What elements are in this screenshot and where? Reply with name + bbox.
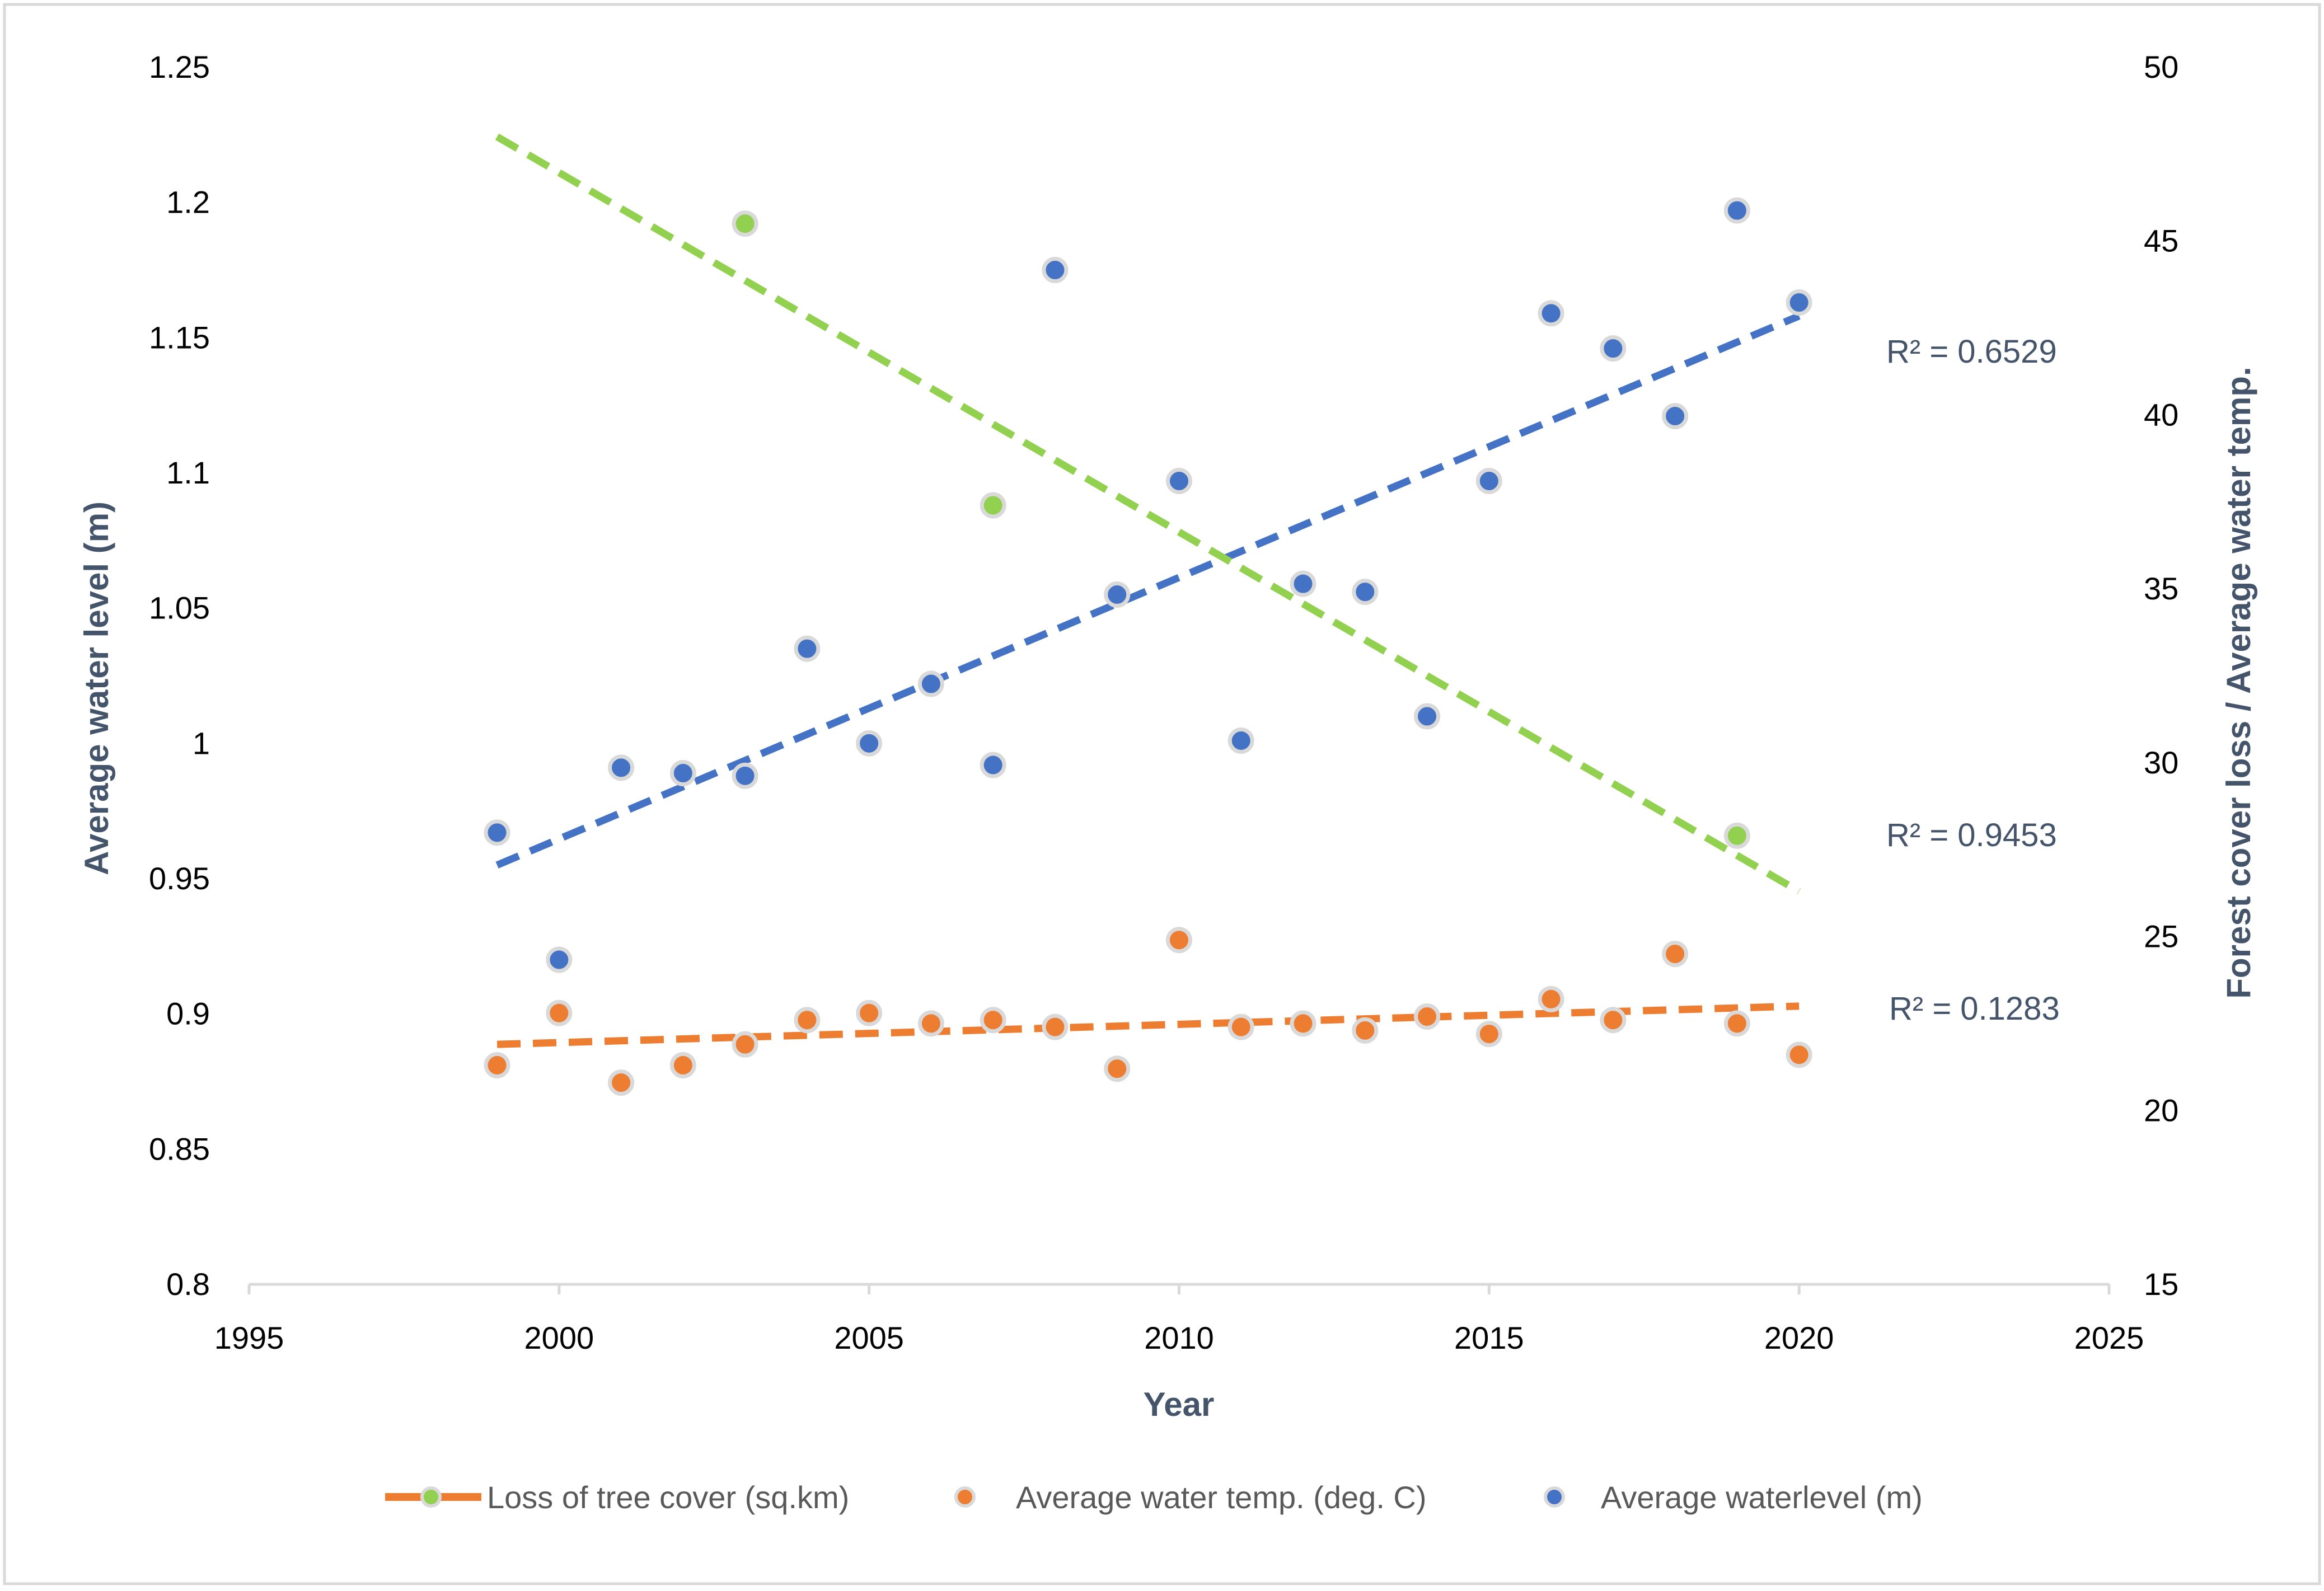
legend-tree-cover-label: Loss of tree cover (sq.km) xyxy=(487,1480,849,1515)
y-left-tick-label: 0.9 xyxy=(166,996,210,1031)
y-right-tick-label: 35 xyxy=(2144,571,2178,606)
water_temp-point xyxy=(1104,1055,1131,1082)
water_level-point xyxy=(1600,335,1627,362)
water_temp-point xyxy=(1414,1003,1441,1030)
x-axis-title: Year xyxy=(1144,1386,1215,1423)
y-right-tick-label: 30 xyxy=(2144,745,2178,780)
x-tick-label: 2005 xyxy=(834,1320,904,1355)
water_temp-point xyxy=(1290,1010,1316,1037)
water_temp-trendline xyxy=(496,1002,1800,1048)
water_level-point xyxy=(484,819,510,846)
water_temp-point xyxy=(794,1007,821,1034)
y-right-tick-label: 40 xyxy=(2144,397,2178,432)
y-right-tick-label: 45 xyxy=(2144,223,2178,259)
y-left-tick-label: 1.1 xyxy=(166,455,210,490)
legend-tree-cover-marker xyxy=(420,1486,442,1508)
y-right-tick-label: 15 xyxy=(2144,1266,2178,1302)
water_temp-point xyxy=(1786,1041,1812,1068)
water_temp-point xyxy=(1662,941,1689,968)
water_level-point xyxy=(669,760,696,786)
trendlines xyxy=(495,133,1801,1048)
legend-water-temp-label: Average water temp. (deg. C) xyxy=(1016,1480,1427,1515)
y-right-tick-label: 25 xyxy=(2144,919,2178,954)
water_temp-point xyxy=(1723,1010,1750,1037)
water_level-point xyxy=(1290,570,1316,597)
y-left-tick-label: 0.85 xyxy=(149,1131,210,1166)
water_temp-point xyxy=(1166,927,1192,954)
y-left-tick-label: 1.2 xyxy=(166,185,210,220)
y-left-tick-label: 1.05 xyxy=(149,590,210,626)
y-right-tick-label: 20 xyxy=(2144,1092,2178,1128)
x-tick-label: 2015 xyxy=(1454,1320,1524,1355)
r-squared-labels: R² = 0.1283 R² = 0.6529 R² = 0.9453 xyxy=(1886,334,2060,1027)
water_level-point xyxy=(546,946,573,973)
x-tick-label: 2020 xyxy=(1764,1320,1834,1355)
water_level-point xyxy=(608,754,635,781)
tree_cover-point xyxy=(980,492,1006,519)
water_level-point xyxy=(732,762,758,789)
water_temp-point xyxy=(1352,1017,1379,1044)
water_temp-r2-label: R² = 0.1283 xyxy=(1889,991,2060,1027)
water_level-point xyxy=(1042,257,1069,283)
y-left-tick-label: 1 xyxy=(193,725,210,761)
legend: Loss of tree cover (sq.km) Average water … xyxy=(385,1480,1923,1515)
tree_cover-point xyxy=(732,210,758,237)
water_level-point xyxy=(1166,468,1192,494)
y-right-tick-label: 50 xyxy=(2144,49,2178,85)
water_level-point xyxy=(980,752,1006,778)
water_temp-point xyxy=(980,1007,1006,1034)
water_level-point xyxy=(794,635,821,662)
water_level-point xyxy=(1723,197,1750,224)
water_level-point xyxy=(1786,289,1812,316)
water_level-point xyxy=(1227,728,1254,754)
chart-border xyxy=(3,3,2321,1585)
y-left-tick-label: 1.25 xyxy=(149,49,210,85)
x-tick-label: 2025 xyxy=(2074,1320,2144,1355)
water_level-point xyxy=(1104,581,1131,608)
water_temp-point xyxy=(1042,1013,1069,1040)
water_temp-point xyxy=(917,1010,944,1037)
water_level-point xyxy=(1662,403,1689,429)
y-left-tick-label: 0.8 xyxy=(166,1266,210,1302)
tree_cover-r2-label: R² = 0.9453 xyxy=(1886,817,2057,853)
legend-water-level-label: Average waterlevel (m) xyxy=(1601,1480,1923,1515)
axes: 1995 2000 2005 2010 2015 2020 20250.80.850.90.… xyxy=(149,49,2178,1355)
water_temp-point xyxy=(1600,1007,1627,1034)
tree_cover-point xyxy=(1723,822,1750,849)
water_temp-point xyxy=(1227,1013,1254,1040)
y-axis-right-title: Forest cover loss / Average water temp. xyxy=(2220,367,2257,998)
water_level-point xyxy=(1414,703,1441,730)
water_temp-point xyxy=(484,1052,510,1078)
data-points xyxy=(484,197,1812,1096)
tree_cover-trendline xyxy=(495,133,1801,895)
water_level-point xyxy=(1475,468,1502,494)
legend-water-level-marker xyxy=(1544,1486,1565,1508)
water_temp-point xyxy=(732,1031,758,1058)
y-left-tick-label: 0.95 xyxy=(149,861,210,896)
water_temp-point xyxy=(546,999,573,1026)
y-axis-left-title: Average water level (m) xyxy=(78,501,115,875)
water_temp-point xyxy=(1475,1021,1502,1048)
x-tick-label: 1995 xyxy=(214,1320,284,1355)
water_level-point xyxy=(1352,579,1379,606)
water_level-point xyxy=(917,670,944,697)
x-tick-label: 2000 xyxy=(524,1320,594,1355)
legend-water-temp-marker xyxy=(954,1486,976,1508)
water_level-point xyxy=(1538,300,1564,327)
water_level-r2-label: R² = 0.6529 xyxy=(1886,334,2057,370)
water_temp-point xyxy=(856,999,883,1026)
x-tick-label: 2010 xyxy=(1144,1320,1214,1355)
water_temp-point xyxy=(608,1069,635,1096)
y-left-tick-label: 1.15 xyxy=(149,320,210,355)
water_temp-point xyxy=(669,1052,696,1078)
water_temp-point xyxy=(1538,985,1564,1012)
water_level-point xyxy=(856,730,883,757)
water_level-trendline xyxy=(495,312,1801,869)
